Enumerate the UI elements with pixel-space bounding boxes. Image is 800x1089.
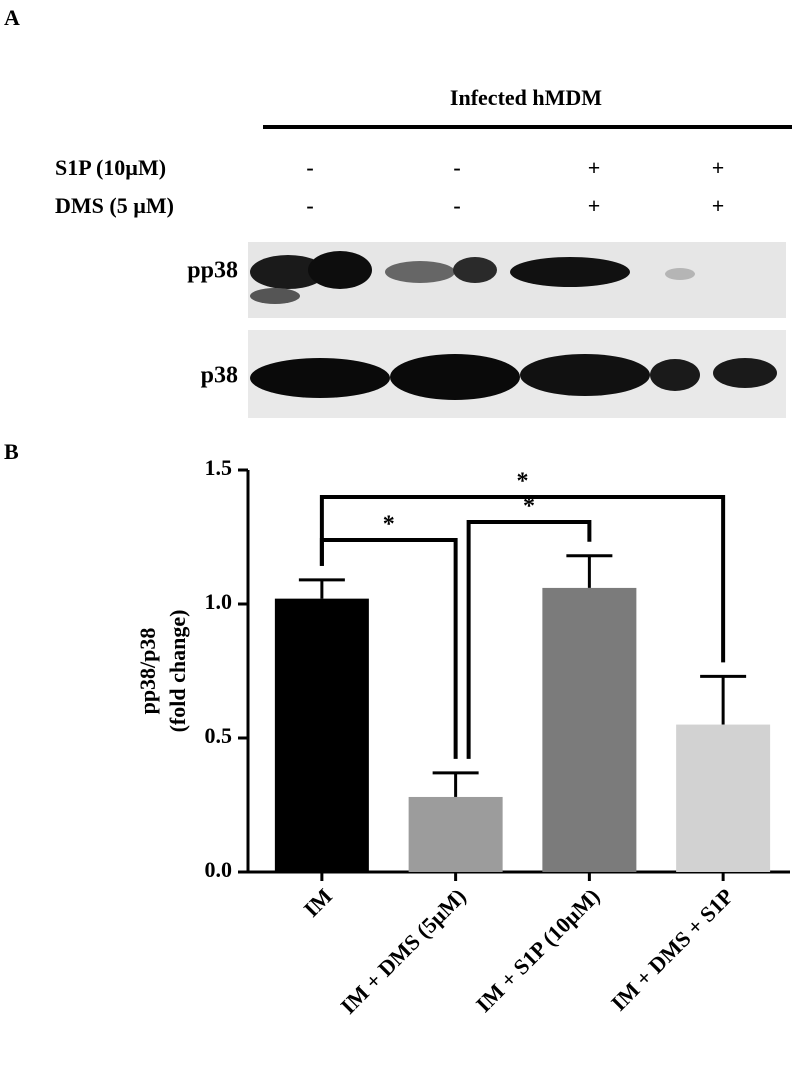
lane-sign: - xyxy=(453,155,460,180)
bar xyxy=(542,587,637,872)
x-tick-label: IM xyxy=(299,883,338,922)
lane-sign: - xyxy=(306,193,313,218)
lane-sign: + xyxy=(588,155,601,180)
x-tick-label: IM + S1P (10µM) xyxy=(471,883,605,1017)
significance-label: * xyxy=(383,512,395,538)
lane-sign: + xyxy=(588,193,601,218)
lane-sign: + xyxy=(712,193,725,218)
row-label: S1P (10µM) xyxy=(55,155,166,180)
blot-pp38 xyxy=(248,242,786,318)
x-tick-label: IM + DMS (5µM) xyxy=(335,883,470,1018)
blot-header: Infected hMDM xyxy=(450,85,602,110)
significance-label: * xyxy=(523,494,535,520)
row-label: DMS (5 µM) xyxy=(55,193,174,218)
blot-p38 xyxy=(248,330,786,418)
y-tick-label: 1.0 xyxy=(205,589,233,614)
panel-label: B xyxy=(4,439,19,464)
lane-sign: - xyxy=(306,155,313,180)
y-tick-label: 0.0 xyxy=(205,857,233,882)
significance-bracket xyxy=(319,495,726,663)
y-tick-label: 0.5 xyxy=(205,723,233,748)
y-tick-label: 1.5 xyxy=(205,455,233,480)
bar xyxy=(274,598,369,872)
bar xyxy=(676,724,771,872)
significance-bracket xyxy=(466,520,592,759)
panel-label: A xyxy=(4,5,20,30)
y-axis-label: pp38/p38 xyxy=(135,628,160,715)
significance-label: * xyxy=(517,469,529,495)
lane-sign: - xyxy=(453,193,460,218)
blot-label: p38 xyxy=(201,363,238,389)
y-axis-label: (fold change) xyxy=(165,610,190,733)
bar xyxy=(408,796,503,872)
x-tick-label: IM + DMS + S1P xyxy=(606,883,738,1015)
lane-sign: + xyxy=(712,155,725,180)
blot-label: pp38 xyxy=(187,258,238,284)
